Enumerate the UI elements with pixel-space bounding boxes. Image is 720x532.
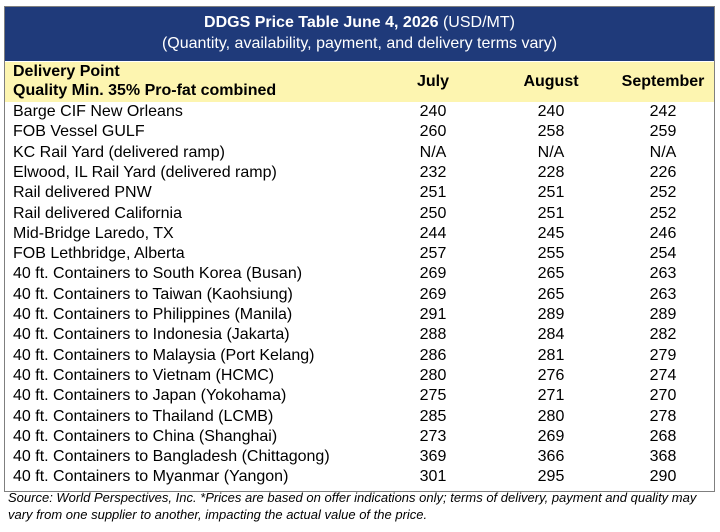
delivery-point: KC Rail Yard (delivered ramp) <box>13 143 225 161</box>
price-cell: 263 <box>649 285 677 303</box>
price-cell: 289 <box>537 306 565 323</box>
header-row: Delivery Point Quality Min. 35% Pro-fat … <box>5 62 714 102</box>
title-line: DDGS Price Table June 4, 2026 (USD/MT) <box>5 12 714 33</box>
price-cell: 295 <box>537 468 565 486</box>
price-cell: 274 <box>649 366 677 384</box>
price-cell: 273 <box>419 427 447 445</box>
price-cell: 271 <box>537 387 565 405</box>
column-header: Quality Min. 35% Pro-fat combined <box>13 82 277 99</box>
price-cell: 280 <box>537 407 565 425</box>
delivery-point: 40 ft. Containers to Malaysia (Port Kela… <box>13 346 315 364</box>
price-table: DDGS Price Table June 4, 2026 (USD/MT) (… <box>4 6 715 492</box>
title: DDGS Price Table June 4, 2026 <box>204 14 439 31</box>
price-cell: 251 <box>537 184 565 202</box>
price-cell: 244 <box>419 224 447 242</box>
price-cell: 285 <box>419 407 447 425</box>
delivery-point: 40 ft. Containers to Bangladesh (Chittag… <box>13 448 330 466</box>
price-cell: 275 <box>419 387 447 405</box>
price-cell: 246 <box>649 224 677 242</box>
price-cell: 269 <box>419 285 447 303</box>
price-cell: 281 <box>537 346 565 364</box>
price-cell: 282 <box>649 326 677 344</box>
price-cell: 366 <box>537 448 565 466</box>
price-cell: 269 <box>419 265 447 283</box>
delivery-point: FOB Vessel GULF <box>13 123 145 141</box>
price-cell: 369 <box>419 448 447 466</box>
price-cell: 258 <box>537 123 565 141</box>
price-cell: 245 <box>537 224 565 242</box>
price-cell: 265 <box>537 285 565 303</box>
price-cell: 252 <box>649 184 677 202</box>
delivery-point: 40 ft. Containers to Vietnam (HCMC) <box>13 366 275 384</box>
subtitle: (Quantity, availability, payment, and de… <box>161 35 558 52</box>
delivery-point: 40 ft. Containers to Philippines (Manila… <box>13 306 293 323</box>
price-cell: 257 <box>419 245 447 263</box>
price-cell: 286 <box>419 346 447 364</box>
price-cell: 240 <box>419 103 447 120</box>
price-cell: 289 <box>649 306 677 323</box>
title-bar: DDGS Price Table June 4, 2026 (USD/MT) (… <box>5 7 714 61</box>
price-cell: 269 <box>537 427 565 445</box>
price-cell: 301 <box>419 468 447 486</box>
column-header: August <box>523 73 579 90</box>
price-cell: 240 <box>537 103 565 120</box>
delivery-point: 40 ft. Containers to Myanmar (Yangon) <box>13 468 289 486</box>
price-cell: 368 <box>649 448 677 466</box>
price-cell: 254 <box>649 245 677 263</box>
delivery-point: Mid-Bridge Laredo, TX <box>13 224 174 242</box>
price-cell: 251 <box>537 204 565 222</box>
delivery-point: 40 ft. Containers to Taiwan (Kaohsiung) <box>13 285 293 303</box>
source-note: Source: World Perspectives, Inc. *Prices… <box>8 490 697 522</box>
delivery-point: FOB Lethbridge, Alberta <box>13 245 185 263</box>
price-cell: N/A <box>419 143 447 161</box>
price-cell: 250 <box>419 204 447 222</box>
price-cell: 278 <box>649 407 677 425</box>
price-cell: N/A <box>649 143 677 161</box>
price-cell: 251 <box>419 184 447 202</box>
delivery-point: 40 ft. Containers to China (Shanghai) <box>13 427 278 445</box>
price-cell: 276 <box>537 366 565 384</box>
column-header: July <box>416 73 449 90</box>
price-cell: 263 <box>649 265 677 283</box>
delivery-point: Rail delivered California <box>13 204 182 222</box>
price-cell: 288 <box>419 326 447 344</box>
delivery-point: 40 ft. Containers to Japan (Yokohama) <box>13 387 287 405</box>
delivery-point: Rail delivered PNW <box>13 184 152 202</box>
price-cell: 255 <box>537 245 565 263</box>
price-cell: 259 <box>649 123 677 141</box>
delivery-point: Elwood, IL Rail Yard (delivered ramp) <box>13 163 277 181</box>
delivery-point: Barge CIF New Orleans <box>13 103 183 120</box>
price-cell: 280 <box>419 366 447 384</box>
price-cell: 228 <box>537 163 565 181</box>
delivery-point: 40 ft. Containers to South Korea (Busan) <box>13 265 303 283</box>
delivery-point: 40 ft. Containers to Thailand (LCMB) <box>13 407 274 425</box>
price-cell: 279 <box>649 346 677 364</box>
price-cell: 290 <box>649 468 677 486</box>
price-cell: 284 <box>537 326 565 344</box>
column-header: September <box>621 73 705 90</box>
price-cell: 270 <box>649 387 677 405</box>
price-cell: 291 <box>419 306 447 323</box>
price-cell: 226 <box>649 163 677 181</box>
price-cell: N/A <box>537 143 565 161</box>
price-cell: 268 <box>649 427 677 445</box>
price-cell: 252 <box>649 204 677 222</box>
price-cell: 260 <box>419 123 447 141</box>
delivery-point: 40 ft. Containers to Indonesia (Jakarta) <box>13 326 290 344</box>
price-cell: 242 <box>649 103 677 120</box>
price-cell: 232 <box>419 163 447 181</box>
price-cell: 265 <box>537 265 565 283</box>
unit: (USD/MT) <box>442 14 515 31</box>
column-header: Delivery Point <box>13 63 120 80</box>
